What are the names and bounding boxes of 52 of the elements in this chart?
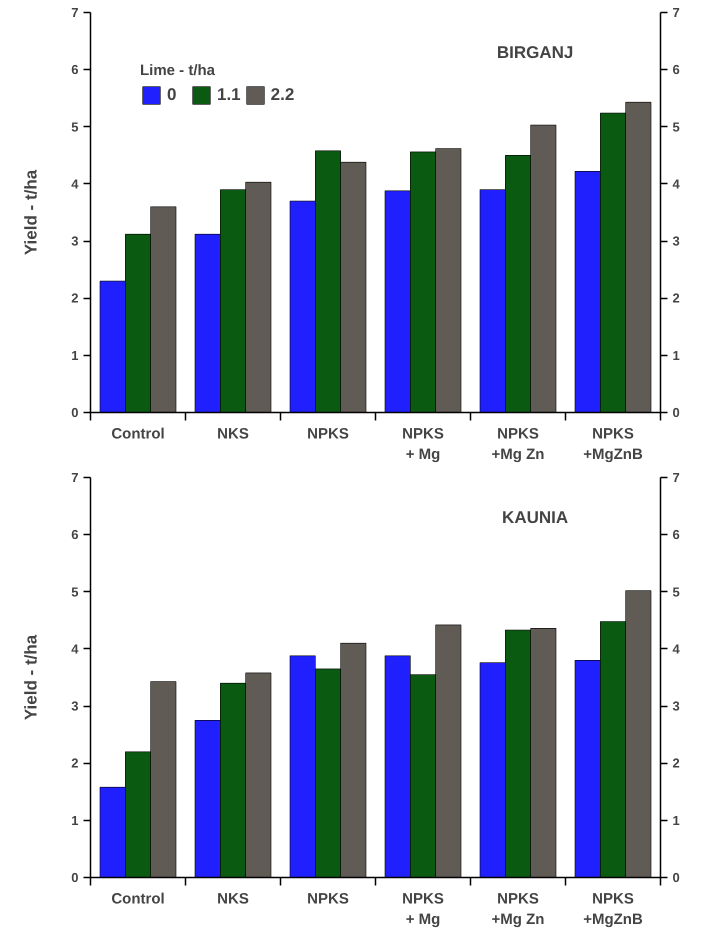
- y-tick-label: 3: [71, 698, 79, 714]
- y-tick-label: 4: [71, 641, 80, 656]
- legend-label: 2.2: [270, 85, 294, 105]
- x-tick-label: NKS: [217, 426, 249, 442]
- y-tick-label: 4: [71, 176, 80, 192]
- y2-tick-label: 7: [672, 470, 680, 485]
- y-tick-label: 2: [71, 290, 79, 306]
- y-tick-label: 0: [71, 405, 79, 420]
- y-tick-label: 6: [71, 527, 79, 542]
- y2-tick-label: 4: [672, 176, 680, 192]
- legend-label: 1.1: [217, 85, 241, 105]
- x-tick-label: NPKS + Mg: [402, 890, 444, 928]
- x-tick-label: NKS: [217, 890, 249, 908]
- y2-tick-label: 4: [672, 641, 680, 656]
- y-tick-label: 7: [71, 5, 79, 20]
- x-tick-label: NPKS: [307, 426, 349, 442]
- y-tick-label: 7: [71, 470, 79, 485]
- y2-tick-label: 2: [672, 756, 680, 771]
- y-tick-label: 6: [71, 62, 79, 78]
- x-tick-label: NPKS: [307, 890, 349, 908]
- y-axis-title: Yield - t/ha: [21, 634, 40, 720]
- y2-tick-label: 5: [672, 584, 680, 600]
- y2-tick-label: 3: [672, 698, 680, 714]
- x-tick-label: NPKS +MgZnB: [583, 426, 643, 463]
- x-tick-label: Control: [111, 426, 165, 442]
- y-tick-label: 3: [71, 234, 79, 249]
- y-tick-label: 1: [71, 812, 79, 828]
- y-axis-title: Yield - t/ha: [21, 169, 40, 256]
- y2-tick-label: 5: [672, 119, 680, 134]
- y2-tick-label: 0: [672, 870, 680, 885]
- legend-label: 0: [167, 85, 178, 105]
- x-tick-label: NPKS +MgZnB: [583, 890, 643, 928]
- x-tick-label: Control: [111, 890, 165, 908]
- y2-tick-label: 6: [672, 527, 680, 542]
- y-tick-label: 5: [71, 584, 79, 600]
- y-tick-label: 0: [71, 870, 79, 885]
- y2-tick-label: 7: [672, 5, 680, 20]
- text: BIRGANJ: [496, 43, 574, 62]
- y-tick-label: 2: [71, 756, 79, 771]
- y2-tick-label: 2: [672, 290, 680, 306]
- y2-tick-label: 0: [672, 405, 680, 420]
- y2-tick-label: 1: [672, 348, 680, 363]
- x-tick-label: NPKS +Mg Zn: [492, 890, 544, 928]
- y2-tick-label: 6: [672, 62, 680, 78]
- y-tick-label: 5: [71, 119, 79, 134]
- y2-tick-label: 1: [672, 812, 680, 828]
- x-tick-label: NPKS +Mg Zn: [492, 426, 544, 463]
- text: KAUNIA: [502, 508, 568, 527]
- x-tick-label: NPKS + Mg: [402, 426, 444, 463]
- legend-title: Lime - t/ha: [140, 62, 216, 79]
- y-tick-label: 1: [71, 348, 79, 363]
- y2-tick-label: 3: [672, 234, 680, 249]
